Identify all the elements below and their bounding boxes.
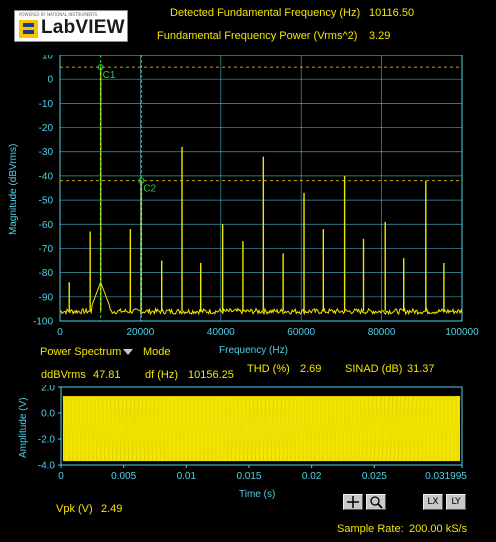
mode-label: Mode [143, 346, 171, 358]
spectrum-x-tick-label: 40000 [207, 327, 235, 338]
spectrum-y-tick-label: -70 [39, 244, 54, 255]
time-x-tick-label: 0.02 [302, 471, 322, 482]
spectrum-y-tick-label: -10 [39, 99, 54, 110]
df-label: df (Hz) [145, 369, 178, 381]
spectrum-y-tick-label: -20 [39, 123, 54, 134]
fundamental-frequency-label: Detected Fundamental Frequency (Hz) [170, 7, 361, 19]
labview-wordmark: LabVIEW [41, 17, 125, 38]
time-x-tick-label: 0 [58, 471, 64, 482]
spectrum-plot-area[interactable]: 10 0 -10 -20 -30 -40 -50 -60 -70 -80 -90 -100 0 20000… [0, 55, 496, 355]
time-x-tick-label: 0.025 [362, 471, 387, 482]
ni-logo-icon [19, 20, 38, 38]
time-x-tick-label: 0.015 [236, 471, 261, 482]
spectrum-y-tick-label: -50 [39, 196, 54, 207]
spectrum-y-tick-label: 10 [42, 55, 54, 62]
sample-rate-value: 200.00 kS/s [409, 523, 468, 535]
time-plot-area[interactable]: 2.0 0.0 -2.0 -4.00 0.005 0.01 0.015 0.02 0.025 0.… [0, 385, 496, 505]
thd-label: THD (%) [247, 363, 290, 375]
time-y-tick-label: 2.0 [41, 385, 55, 394]
spectrum-y-tick-label: -30 [39, 147, 54, 158]
dbvrms-value: 47.81 [93, 369, 121, 381]
spectrum-x-tick-label: 0 [57, 327, 63, 338]
sinad-label: SINAD (dB) [345, 363, 403, 375]
df-value: 10156.25 [188, 369, 234, 381]
time-y-tick-label: 0.0 [41, 409, 55, 420]
spectrum-plot-frame [59, 55, 463, 322]
spectrum-x-tick-label: 60000 [287, 327, 315, 338]
x-scale-label: LX [427, 497, 439, 507]
vpk-label: Vpk (V) [56, 503, 93, 515]
mode-select[interactable]: Power Spectrum [40, 346, 122, 358]
spectrum-y-tick-label: -60 [39, 220, 54, 231]
spectrum-x-tick-label: 80000 [368, 327, 396, 338]
time-y-tick-label: -4.0 [38, 461, 56, 472]
fundamental-power-label: Fundamental Frequency Power (Vrms^2) [157, 30, 358, 42]
fundamental-frequency-value: 10116.50 [369, 7, 415, 19]
crosshair-icon[interactable] [343, 494, 363, 510]
spectrum-x-axis-label: Frequency (Hz) [219, 345, 288, 356]
y-scale-icon[interactable]: LY [446, 494, 466, 510]
thd-value: 2.69 [300, 363, 322, 375]
y-scale-label: LY [451, 497, 461, 507]
spectrum-graph[interactable]: 10 0 -10 -20 -30 -40 -50 -60 -70 -80 -90 -100 0 20000… [0, 55, 496, 355]
cursor-c1-label: C1 [103, 70, 116, 81]
cursor-c2-marker [138, 177, 145, 184]
vpk-value: 2.49 [101, 503, 123, 515]
spectrum-y-tick-label: 0 [47, 75, 53, 86]
spectrum-noise-floor [59, 282, 463, 316]
time-x-tick-label: 0.005 [111, 471, 136, 482]
spectrum-y-axis-label: Magnitude (dBVrms) [8, 143, 19, 235]
spectrum-x-tick-label: 20000 [126, 327, 154, 338]
time-x-axis-label: Time (s) [239, 489, 276, 500]
time-y-axis-label: Amplitude (V) [18, 397, 29, 458]
time-signal-trace [62, 396, 461, 462]
spectrum-y-tick-label: -80 [39, 268, 54, 279]
time-x-tick-label: 0.01 [177, 471, 197, 482]
cursor-c2-label: C2 [143, 184, 156, 195]
spectrum-y-tick-label: -40 [39, 171, 54, 182]
x-scale-icon[interactable]: LX [423, 494, 443, 510]
dropdown-arrow-icon[interactable] [123, 349, 133, 355]
fundamental-power-value: 3.29 [369, 30, 391, 42]
time-graph[interactable]: 2.0 0.0 -2.0 -4.0 0 0.005 0.01 0.015 0.02 0.025 0.… [0, 385, 496, 505]
zoom-icon[interactable] [366, 494, 386, 510]
sinad-value: 31.37 [407, 363, 435, 375]
sample-rate-label: Sample Rate: [337, 523, 404, 535]
time-y-tick-label: -2.0 [38, 435, 56, 446]
time-signal-envelope [63, 396, 460, 462]
labview-logo: POWERED BY NATIONAL INSTRUMENTS LabVIEW [14, 10, 128, 42]
powered-by-text: POWERED BY NATIONAL INSTRUMENTS [19, 12, 98, 17]
time-x-tick-label: 0.031995 [425, 471, 467, 482]
dbvrms-label: ddBVrms [41, 369, 86, 381]
spectrum-y-tick-label: -90 [39, 292, 54, 303]
cursor-c1-marker [97, 64, 104, 71]
spectrum-x-tick-label: 100000 [445, 327, 479, 338]
spectrum-y-tick-label: -100 [33, 317, 53, 328]
